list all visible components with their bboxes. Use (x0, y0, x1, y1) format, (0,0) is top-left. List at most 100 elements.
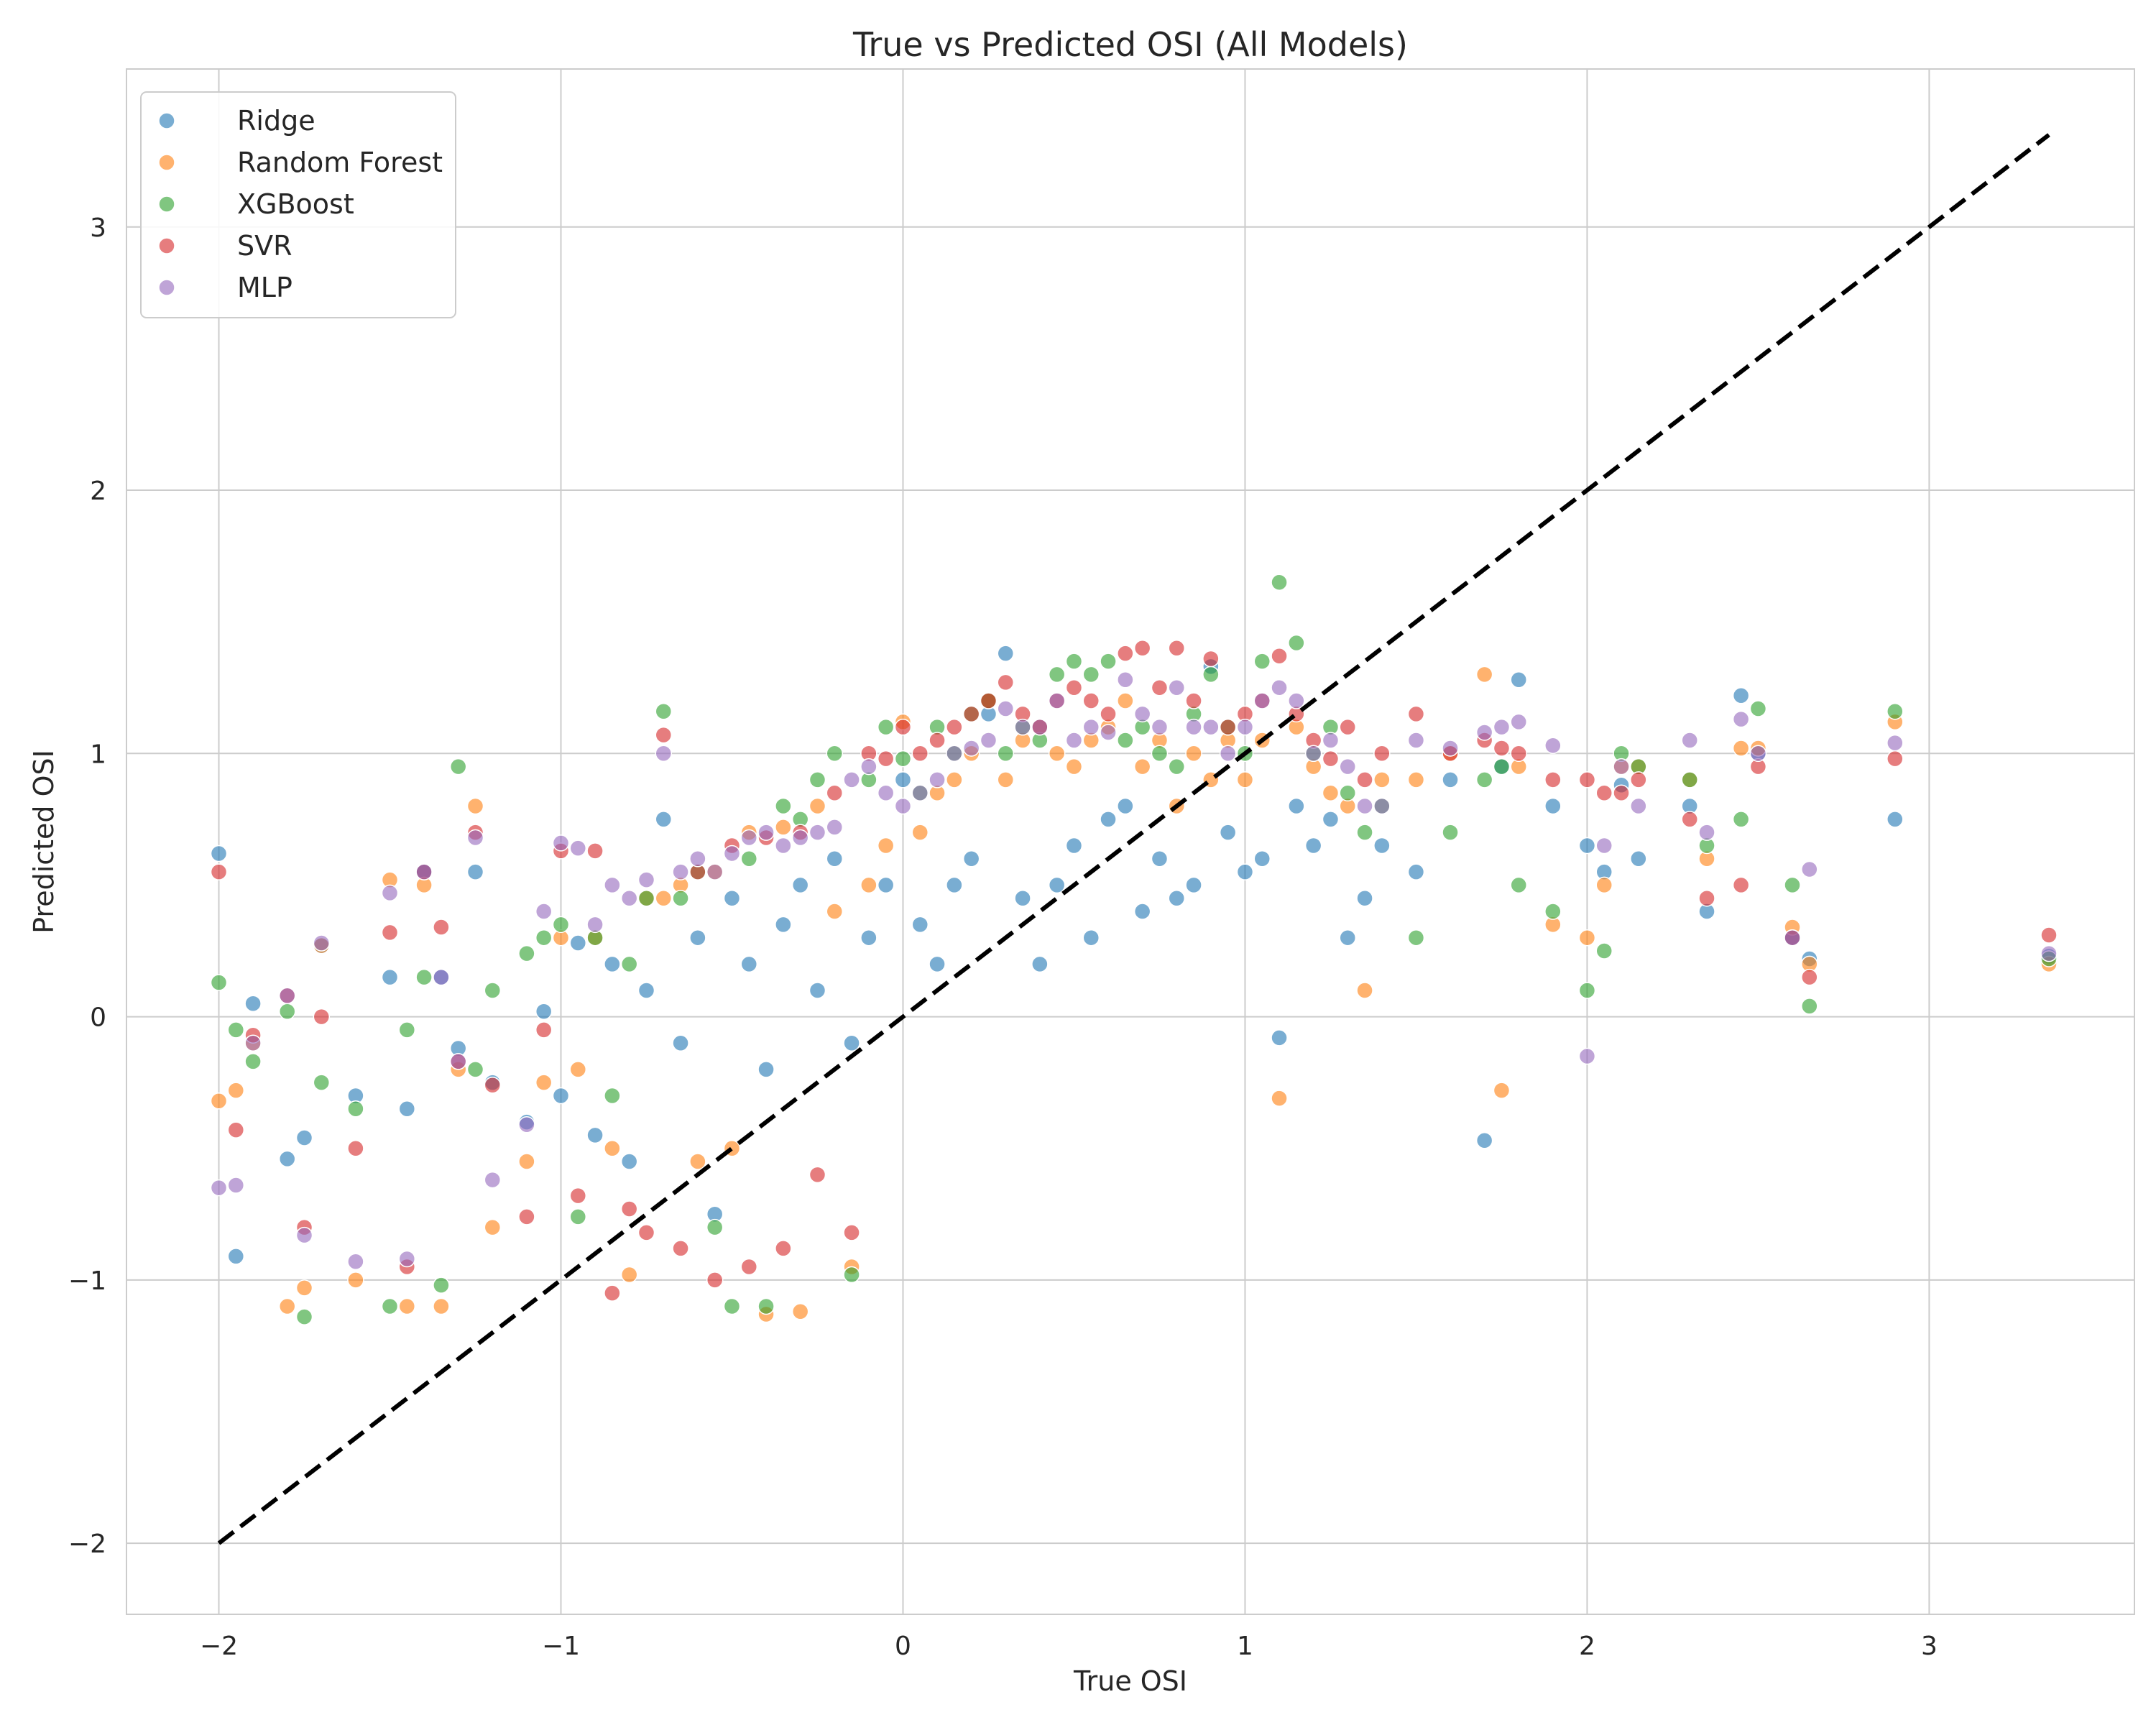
data-point-mlp (911, 784, 929, 801)
data-point-mlp (244, 1034, 262, 1052)
data-point-mlp (757, 824, 775, 841)
data-point-svr (433, 919, 450, 936)
data-point-mlp (604, 876, 621, 894)
data-point-mlp (586, 916, 604, 934)
data-point-xgboost (1732, 811, 1750, 828)
data-point-ridge (723, 889, 741, 907)
data-point-xgboost (1288, 634, 1305, 652)
data-point-svr (347, 1139, 364, 1157)
legend-label: Random Forest (237, 147, 443, 178)
data-point-svr (826, 784, 844, 801)
data-point-ridge (1442, 771, 1459, 788)
data-point-mlp (980, 732, 998, 749)
data-point-mlp (723, 845, 741, 862)
data-point-ridge (1886, 811, 1904, 828)
data-point-xgboost (1339, 784, 1356, 801)
data-point-mlp (278, 987, 296, 1005)
data-point-mlp (1732, 710, 1750, 728)
data-point-random-forest (1578, 929, 1596, 947)
data-point-mlp (1271, 678, 1288, 696)
y-tick-label: 1 (90, 740, 106, 769)
data-point-svr (210, 863, 228, 880)
data-point-ridge (1732, 686, 1750, 704)
data-point-ridge (1544, 797, 1562, 815)
data-point-xgboost (313, 1074, 331, 1091)
data-point-ridge (1133, 903, 1151, 920)
data-point-mlp (740, 829, 758, 847)
data-point-ridge (278, 1150, 296, 1168)
data-point-mlp (1681, 732, 1698, 749)
data-point-ridge (826, 850, 844, 868)
data-point-xgboost (1151, 745, 1169, 763)
data-point-mlp (1493, 718, 1511, 736)
data-point-ridge (1236, 863, 1254, 880)
data-point-mlp (1065, 732, 1083, 749)
data-point-xgboost (1407, 929, 1425, 947)
data-point-mlp (569, 840, 587, 857)
data-point-ridge (929, 955, 946, 973)
data-point-svr (1168, 640, 1186, 657)
data-point-xgboost (740, 850, 758, 868)
data-point-mlp (1082, 718, 1100, 736)
data-point-random-forest (466, 797, 484, 815)
data-point-mlp (1322, 732, 1340, 749)
data-point-svr (894, 718, 912, 736)
data-point-ridge (244, 995, 262, 1013)
data-point-random-forest (569, 1061, 587, 1078)
data-point-xgboost (620, 955, 638, 973)
data-point-mlp (398, 1250, 416, 1268)
data-point-mlp (1288, 692, 1305, 709)
data-point-ridge (877, 876, 895, 894)
data-point-ridge (757, 1061, 775, 1078)
data-point-xgboost (655, 702, 673, 720)
data-point-ridge (1510, 671, 1527, 689)
data-point-mlp (1304, 745, 1322, 763)
data-point-xgboost (415, 968, 433, 986)
data-point-xgboost (1749, 700, 1767, 717)
data-point-random-forest (1271, 1090, 1288, 1107)
data-point-xgboost (1202, 666, 1220, 684)
data-point-mlp (1784, 929, 1801, 947)
data-point-svr (1185, 692, 1202, 709)
data-point-mlp (381, 884, 399, 902)
data-point-mlp (1749, 745, 1767, 763)
data-point-svr (227, 1121, 245, 1138)
data-point-xgboost (535, 929, 553, 947)
data-point-ridge (1151, 850, 1169, 868)
data-point-random-forest (1595, 876, 1613, 894)
data-point-svr (1595, 784, 1613, 801)
data-point-mlp (313, 934, 331, 952)
data-point-ridge (1100, 811, 1117, 828)
y-tick-label: 2 (90, 477, 106, 506)
data-point-random-forest (655, 889, 673, 907)
data-point-ridge (689, 929, 706, 947)
data-point-mlp (1151, 718, 1169, 736)
data-point-svr (1886, 750, 1904, 768)
data-point-ridge (1356, 889, 1373, 907)
data-point-xgboost (894, 750, 912, 768)
data-point-xgboost (826, 745, 844, 763)
data-point-xgboost (1493, 758, 1511, 776)
data-point-random-forest (1356, 982, 1373, 999)
data-point-random-forest (1236, 771, 1254, 788)
data-point-xgboost (1510, 876, 1527, 894)
data-point-mlp (1510, 713, 1527, 731)
data-point-ridge (843, 1034, 860, 1052)
data-point-xgboost (1271, 574, 1288, 591)
data-point-xgboost (227, 1021, 245, 1039)
data-point-svr (604, 1284, 621, 1302)
data-point-svr (1271, 648, 1288, 665)
data-point-mlp (1356, 797, 1373, 815)
data-point-svr (911, 745, 929, 763)
legend-marker (158, 112, 175, 129)
data-point-svr (1578, 771, 1596, 788)
data-point-xgboost (1117, 732, 1134, 749)
data-point-svr (1801, 968, 1818, 986)
data-point-ridge (1065, 837, 1083, 855)
data-point-random-forest (1185, 745, 1202, 763)
data-point-random-forest (535, 1074, 553, 1091)
data-point-ridge (775, 916, 792, 934)
data-point-svr (1202, 650, 1220, 668)
data-point-xgboost (997, 745, 1015, 763)
data-point-xgboost (775, 797, 792, 815)
